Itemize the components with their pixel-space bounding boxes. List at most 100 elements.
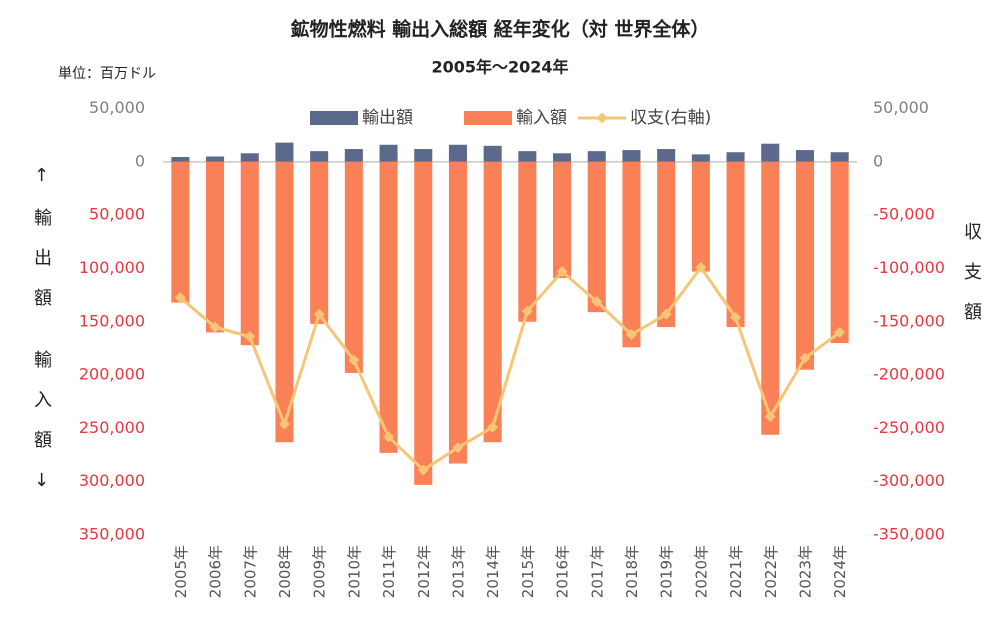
legend-swatch xyxy=(310,111,358,125)
y-tick-label: 300,000 xyxy=(79,471,145,490)
balance-marker xyxy=(383,431,395,443)
bar xyxy=(483,145,502,162)
bar xyxy=(379,161,398,453)
x-tick-label: 2022年 xyxy=(762,545,780,598)
chart-subtitle: 2005年～2024年 xyxy=(431,58,568,77)
bar xyxy=(761,161,780,435)
x-tick-label: 2014年 xyxy=(484,545,502,598)
bar xyxy=(240,153,259,162)
bar xyxy=(622,161,641,348)
bar xyxy=(240,161,259,346)
x-tick-label: 2006年 xyxy=(207,545,225,598)
balance-marker xyxy=(174,292,186,304)
x-tick-label: 2010年 xyxy=(345,545,363,598)
x-tick-label: 2011年 xyxy=(380,545,398,598)
bar xyxy=(414,161,433,485)
balance-marker xyxy=(625,329,637,341)
x-tick-label: 2012年 xyxy=(415,545,433,598)
x-tick-label: 2024年 xyxy=(831,545,849,598)
bar xyxy=(448,144,467,162)
bar xyxy=(275,142,294,162)
balance-marker xyxy=(313,308,325,320)
balance-marker xyxy=(591,295,603,307)
bar xyxy=(448,161,467,464)
balance-marker xyxy=(244,331,256,343)
bar xyxy=(171,161,190,303)
x-tick-label: 2008年 xyxy=(276,545,294,598)
bar xyxy=(657,149,676,162)
bar xyxy=(830,152,849,162)
y-tick-label: 100,000 xyxy=(79,258,145,277)
y2-tick-label: -250,000 xyxy=(873,418,945,437)
bar xyxy=(518,161,537,322)
x-tick-label: 2009年 xyxy=(311,545,329,598)
y-axis-label-bottom: 輸入額↓ xyxy=(31,350,52,513)
bar xyxy=(622,150,641,162)
y2-tick-label: -350,000 xyxy=(873,525,945,544)
y2-tick-label: 50,000 xyxy=(873,98,929,117)
y2-tick-label: -150,000 xyxy=(873,311,945,330)
y-tick-label: 250,000 xyxy=(79,418,145,437)
bar xyxy=(691,161,710,272)
x-tick-label: 2007年 xyxy=(241,545,259,598)
x-tick-label: 2023年 xyxy=(796,545,814,598)
balance-marker xyxy=(417,464,429,476)
bar xyxy=(206,161,225,333)
x-tick-label: 2017年 xyxy=(588,545,606,598)
bar xyxy=(344,161,363,373)
legend-label: 収支(右軸) xyxy=(630,108,711,128)
legend-swatch xyxy=(464,111,512,125)
balance-marker xyxy=(834,326,846,338)
y2-tick-label: -200,000 xyxy=(873,365,945,384)
x-tick-label: 2013年 xyxy=(449,545,467,598)
y2-tick-label: -300,000 xyxy=(873,471,945,490)
balance-marker xyxy=(695,261,707,273)
chart-title: 鉱物性燃料 輸出入総額 経年変化（対 世界全体） xyxy=(291,18,710,41)
y-axis-label-top: ↑輸出額 xyxy=(31,165,52,328)
y2-tick-label: -100,000 xyxy=(873,258,945,277)
x-tick-label: 2018年 xyxy=(623,545,641,598)
legend-marker xyxy=(596,112,608,124)
bar xyxy=(761,143,780,162)
y2-tick-label: -50,000 xyxy=(873,205,935,224)
x-tick-label: 2015年 xyxy=(519,545,537,598)
y-tick-label: 150,000 xyxy=(79,311,145,330)
bar xyxy=(587,151,606,162)
bar xyxy=(206,156,225,162)
balance-marker xyxy=(556,266,568,278)
x-tick-label: 2016年 xyxy=(554,545,572,598)
balance-marker xyxy=(660,308,672,320)
bar xyxy=(275,161,294,443)
legend-label: 輸入額 xyxy=(516,108,567,128)
bar xyxy=(830,161,849,344)
balance-marker xyxy=(452,442,464,454)
balance-marker xyxy=(521,305,533,317)
bar xyxy=(691,154,710,162)
balance-marker xyxy=(348,354,360,366)
y2-axis-label: 収支額 xyxy=(961,222,982,342)
bar xyxy=(726,152,745,162)
x-tick-label: 2021年 xyxy=(727,545,745,598)
y-tick-label: 350,000 xyxy=(79,525,145,544)
y-tick-label: 50,000 xyxy=(89,205,145,224)
balance-marker xyxy=(799,352,811,364)
unit-label: 単位：百万ドル xyxy=(58,66,156,82)
bar xyxy=(587,161,606,313)
bar xyxy=(657,161,676,328)
bar xyxy=(344,149,363,162)
bar xyxy=(518,151,537,162)
y-tick-label: 50,000 xyxy=(89,98,145,117)
x-tick-label: 2019年 xyxy=(658,545,676,598)
y2-tick-label: 0 xyxy=(873,151,883,170)
bar xyxy=(171,157,190,162)
y-tick-label: 0 xyxy=(135,151,145,170)
bar xyxy=(310,161,329,324)
bar xyxy=(553,153,572,162)
bar xyxy=(795,150,814,162)
bar xyxy=(414,149,433,162)
balance-marker xyxy=(730,311,742,323)
bar xyxy=(310,151,329,162)
balance-marker xyxy=(764,411,776,423)
